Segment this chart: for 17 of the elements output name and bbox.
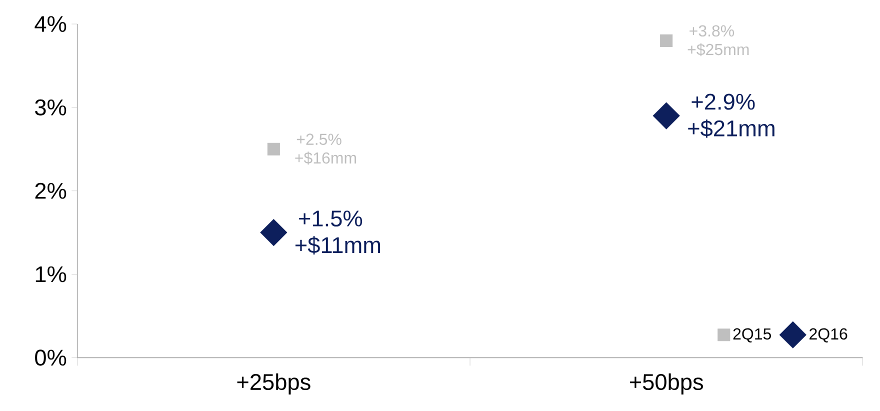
point xyxy=(260,219,288,246)
y-tick-label: 3% xyxy=(35,99,66,116)
point xyxy=(660,34,673,47)
legend-label: 2Q15 xyxy=(733,328,772,342)
data-label: +3.8% +$25mm xyxy=(688,25,749,56)
data-label: +2.5% +$16mm xyxy=(295,134,356,165)
data-label: +1.5% +$11mm xyxy=(295,210,380,255)
data-label: +2.9% +$21mm xyxy=(688,94,774,138)
x-tick-label: +25bps xyxy=(237,373,310,395)
y-tick-label: 2% xyxy=(35,182,66,199)
y-tick-label: 4% xyxy=(34,16,66,32)
x-tick-label: +50bps xyxy=(630,373,704,395)
legend-label: 2Q16 xyxy=(810,328,848,342)
y-tick-label: 1% xyxy=(36,266,66,282)
point xyxy=(652,102,680,130)
y-tick-label: 0% xyxy=(35,350,66,366)
point xyxy=(267,142,280,156)
